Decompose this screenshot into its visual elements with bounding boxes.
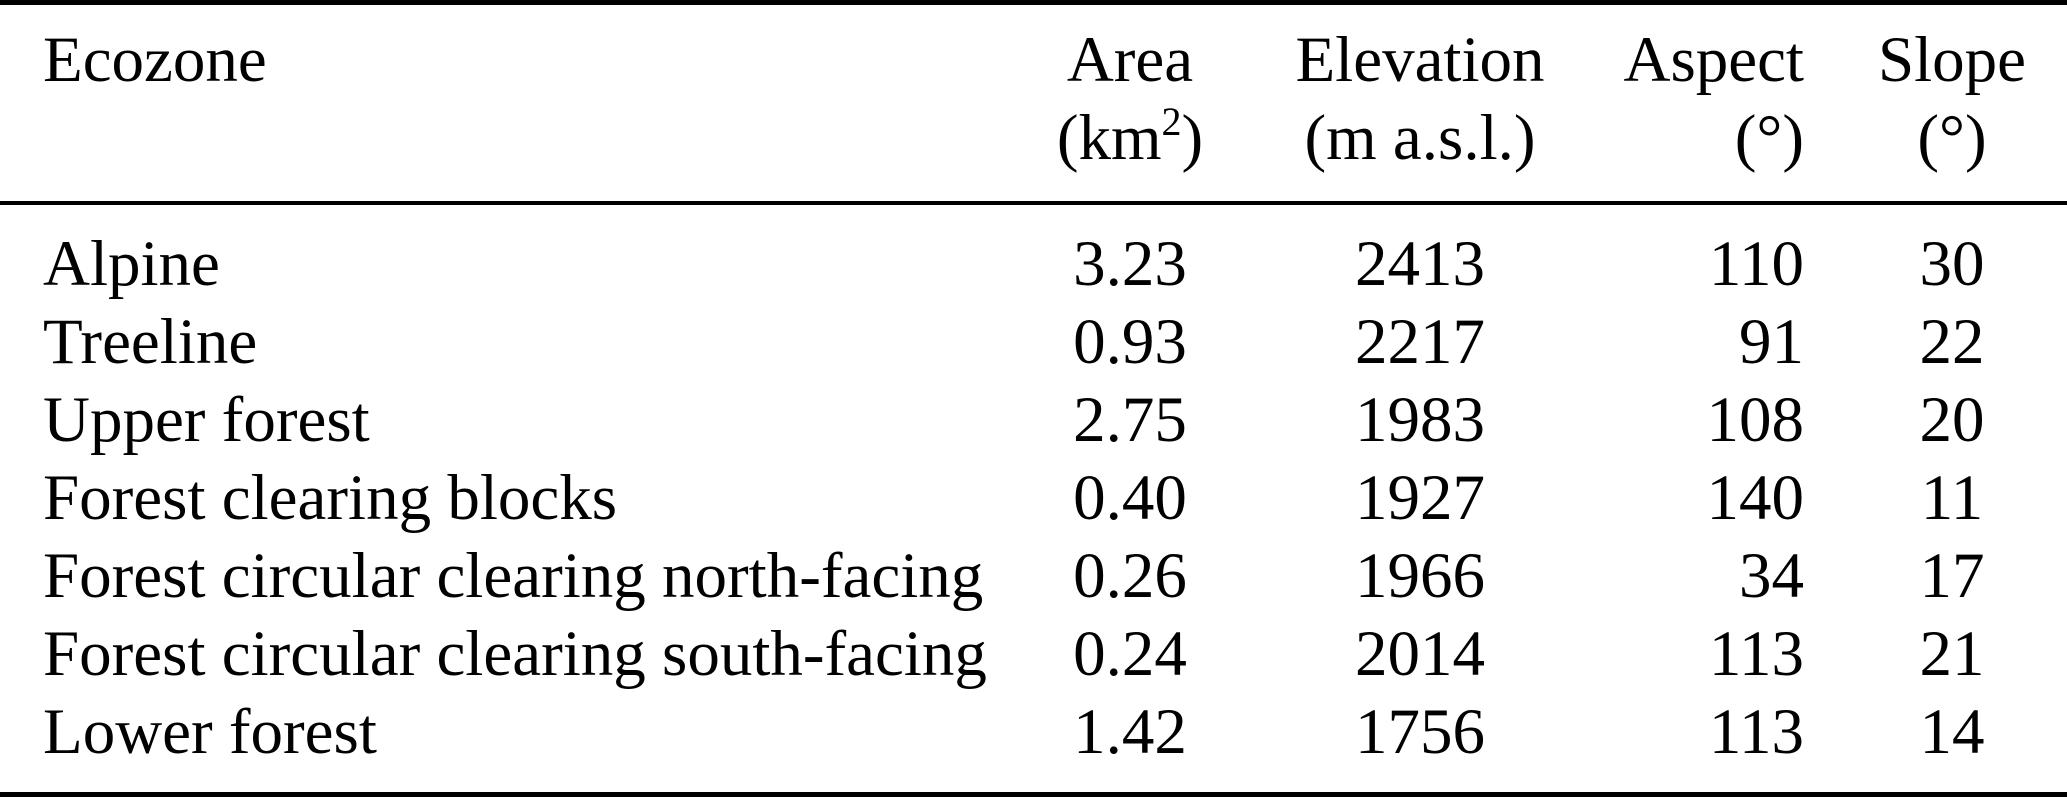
ecozone-cell: Upper forest [43,384,370,456]
slope-cell: 14 [1919,696,1985,768]
area-cell: 3.23 [1073,228,1187,300]
area-cell: 1.42 [1073,696,1187,768]
ecozone-header-label: Ecozone [43,24,267,96]
elevation-cell: 2014 [1355,618,1485,690]
aspect-cell: 110 [1708,228,1804,300]
aspect-cell: 91 [1739,306,1804,378]
elevation-cell: 1927 [1355,462,1485,534]
slope-header-label: Slope [1877,24,2027,96]
slope-header-unit: (°) [1917,102,1987,174]
column-header-elevation: Elevation (m a.s.l.) [1220,2,1620,205]
area-cell: 0.24 [1073,618,1187,690]
table-row: Forest circular clearing south-facing 0.… [0,615,2067,693]
elevation-cell: 2217 [1355,306,1485,378]
aspect-cell: 113 [1708,696,1804,768]
slope-cell: 11 [1920,462,1984,534]
column-header-slope: Slope (°) [1810,2,2067,205]
table-row: Treeline 0.93 2217 91 22 [0,303,2067,381]
table-row: Forest circular clearing north-facing 0.… [0,537,2067,615]
elevation-header-label: Elevation [1295,24,1545,96]
aspect-header-unit: (°) [1734,102,1804,174]
area-cell: 0.26 [1073,540,1187,612]
table-body: Alpine 3.23 2413 110 30 Treeline 0.93 22… [0,203,2067,795]
slope-cell: 17 [1919,540,1985,612]
table-row: Upper forest 2.75 1983 108 20 [0,381,2067,459]
slope-cell: 20 [1919,384,1985,456]
area-header-label: Area [1066,24,1194,96]
table-header: Ecozone Area (km2) Elevation (m a.s.l.) … [0,2,2067,205]
area-unit-superscript: 2 [1161,99,1182,144]
table-row: Alpine 3.23 2413 110 30 [0,203,2067,303]
ecozone-cell: Treeline [43,306,258,378]
column-header-ecozone: Ecozone [0,2,1040,205]
area-header-unit: (km2) [1040,99,1220,177]
ecozone-cell: Forest circular clearing south-facing [43,618,987,690]
column-header-aspect: Aspect (°) [1620,2,1810,205]
header-row: Ecozone Area (km2) Elevation (m a.s.l.) … [0,2,2067,205]
slope-cell: 30 [1919,228,1985,300]
table-row: Forest clearing blocks 0.40 1927 140 11 [0,459,2067,537]
aspect-cell: 113 [1708,618,1804,690]
table-row: Lower forest 1.42 1756 113 14 [0,693,2067,795]
slope-cell: 22 [1919,306,1985,378]
slope-cell: 21 [1919,618,1985,690]
area-unit-close: ) [1181,102,1204,174]
aspect-cell: 140 [1706,462,1805,534]
elevation-cell: 1966 [1355,540,1485,612]
area-cell: 0.40 [1073,462,1187,534]
elevation-cell: 2413 [1355,228,1485,300]
area-cell: 0.93 [1073,306,1187,378]
elevation-header-unit: (m a.s.l.) [1304,102,1536,174]
ecozone-cell: Alpine [43,228,220,300]
aspect-cell: 34 [1739,540,1804,612]
aspect-cell: 108 [1706,384,1805,456]
ecozone-cell: Forest circular clearing north-facing [43,540,984,612]
aspect-header-label: Aspect [1623,24,1805,96]
elevation-cell: 1756 [1355,696,1485,768]
ecozone-cell: Forest clearing blocks [43,462,618,534]
area-cell: 2.75 [1073,384,1187,456]
column-header-area: Area (km2) [1040,2,1220,205]
area-unit-open: (km [1056,102,1162,174]
ecozone-cell: Lower forest [43,696,377,768]
elevation-cell: 1983 [1355,384,1485,456]
